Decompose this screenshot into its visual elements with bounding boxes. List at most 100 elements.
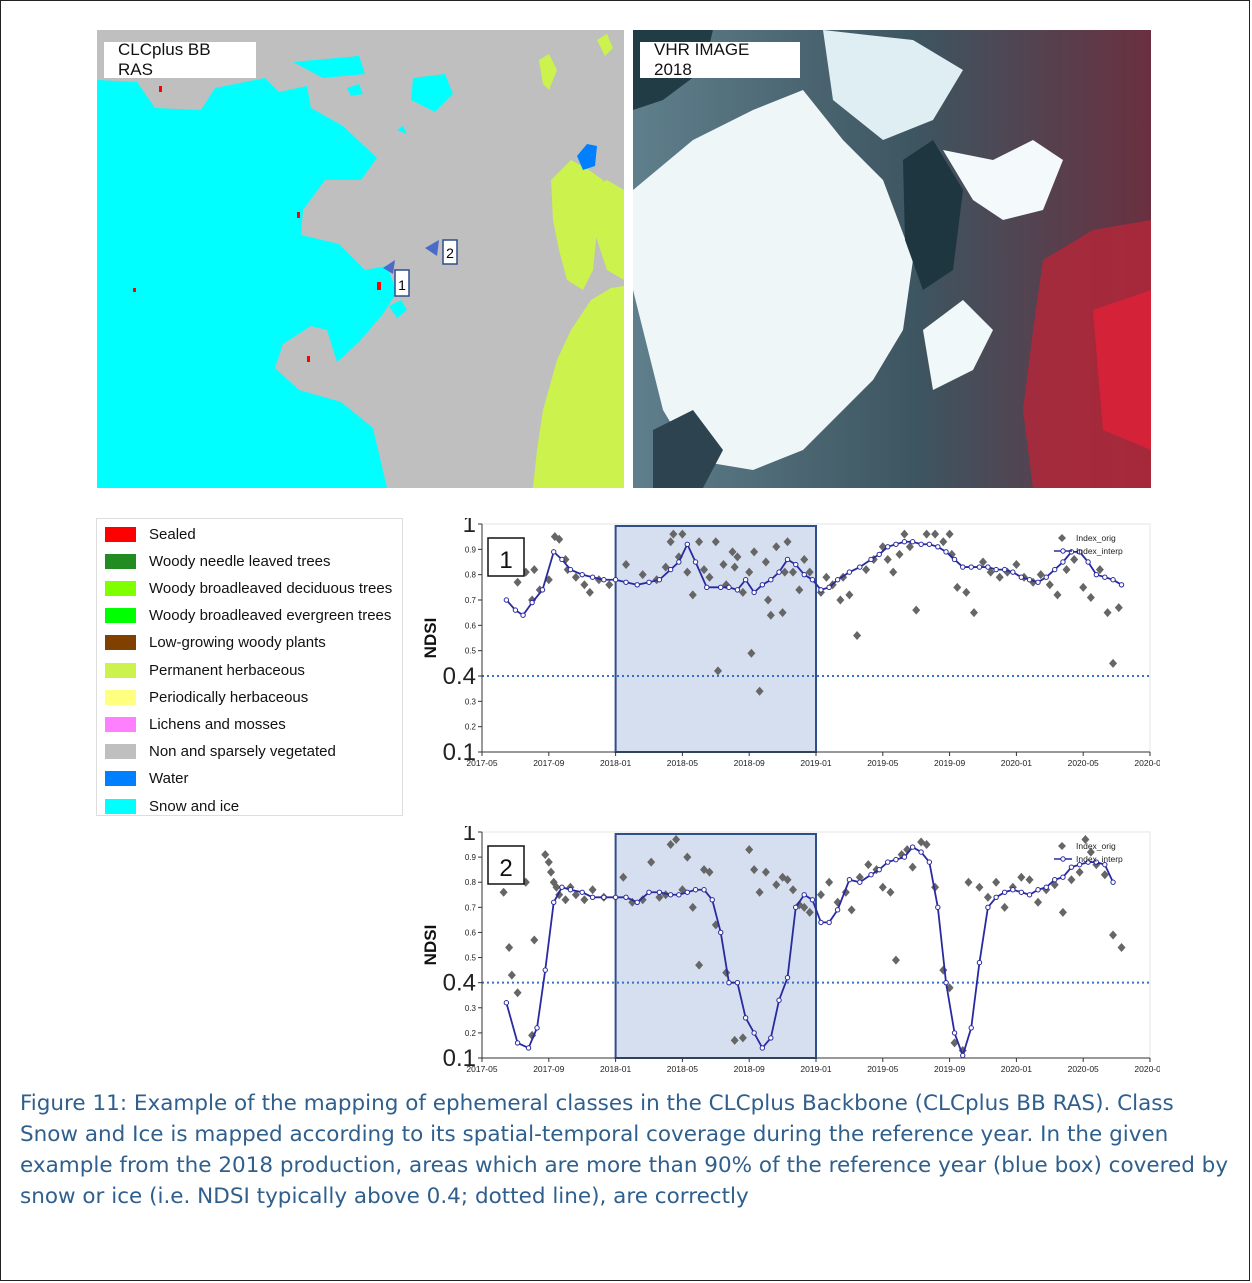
data-point-orig <box>1050 880 1059 890</box>
legend-swatch <box>105 798 136 814</box>
x-tick-label: 2020-05 <box>1068 758 1099 768</box>
y-tick-label: 1 <box>463 826 476 846</box>
y-tick-label: 0.2 <box>465 1029 477 1038</box>
data-point-interp <box>876 866 882 873</box>
data-point-orig <box>847 905 856 915</box>
snow-ice-region <box>389 300 407 318</box>
data-point-interp <box>960 564 966 570</box>
data-point-orig <box>992 877 1001 887</box>
data-point-orig <box>1079 582 1088 592</box>
data-point-orig <box>1086 847 1095 857</box>
data-point-interp <box>909 844 916 850</box>
data-point-orig <box>986 567 995 577</box>
data-point-interp <box>1035 579 1041 585</box>
data-point-interp <box>676 559 682 565</box>
y-tick-label: 0.3 <box>465 1004 477 1013</box>
data-point-interp <box>1076 861 1083 868</box>
y-tick-label: 0.5 <box>465 954 477 963</box>
data-point-interp <box>742 577 749 583</box>
legend-swatch <box>105 635 136 651</box>
x-tick-label: 2019-05 <box>867 1064 898 1074</box>
legend-label: Sealed <box>149 525 196 543</box>
data-point-interp <box>1076 549 1083 555</box>
data-point-orig <box>546 867 555 877</box>
legend-label: Non and sparsely vegetated <box>149 743 336 761</box>
data-point-interp <box>601 577 607 583</box>
data-point-orig <box>700 565 709 575</box>
data-point-orig <box>1114 603 1123 613</box>
data-point-interp <box>993 566 999 573</box>
x-tick-label: 2018-01 <box>600 758 631 768</box>
x-tick-label: 2018-05 <box>667 1064 698 1074</box>
data-point-interp <box>520 612 526 618</box>
data-point-interp <box>759 582 766 588</box>
data-point-orig <box>561 554 570 564</box>
data-point-interp <box>634 899 640 906</box>
data-point-orig <box>1017 872 1026 882</box>
data-point-orig <box>766 610 775 620</box>
data-point-interp <box>868 871 874 878</box>
x-tick-label: 2020-01 <box>1001 758 1032 768</box>
legend-swatch <box>105 580 136 596</box>
sealed-patch <box>159 86 162 92</box>
data-point-orig <box>900 529 909 539</box>
data-point-orig <box>761 557 770 567</box>
data-point-interp <box>503 597 510 603</box>
data-point-orig <box>1025 875 1034 885</box>
data-point-interp <box>1026 892 1033 898</box>
y-tick-label: 1 <box>463 518 476 538</box>
data-point-interp <box>985 564 991 570</box>
data-point-interp <box>951 556 958 563</box>
data-point-interp <box>885 544 891 550</box>
data-point-orig <box>728 547 737 557</box>
legend-label-interp: Index_interp <box>1076 546 1123 556</box>
y-tick-label: 0.9 <box>465 853 477 862</box>
data-point-orig <box>544 857 553 867</box>
data-point-interp <box>768 1035 774 1041</box>
data-point-orig <box>513 577 522 587</box>
x-tick-label: 2018-09 <box>734 1064 765 1074</box>
data-point-interp <box>784 974 791 981</box>
y-axis-label: NDSI <box>421 618 440 659</box>
snow-ice-region <box>411 74 453 112</box>
data-point-interp <box>589 894 596 900</box>
legend-item: Periodically herbaceous <box>105 686 308 708</box>
data-point-orig <box>1000 902 1009 912</box>
data-point-orig <box>889 567 898 577</box>
legend-item: Woody broadleaved deciduous trees <box>105 577 392 599</box>
legend-swatch <box>105 608 136 624</box>
data-point-interp <box>726 584 732 591</box>
data-point-orig <box>1053 590 1062 600</box>
data-point-orig <box>1012 560 1021 570</box>
y-tick-label: 0.2 <box>465 723 477 732</box>
data-point-interp <box>1110 577 1116 583</box>
data-point-orig <box>638 570 647 580</box>
data-point-orig <box>1109 658 1118 668</box>
legend-label: Permanent herbaceous <box>149 661 305 679</box>
data-point-orig <box>555 890 564 900</box>
data-point-interp <box>809 897 816 903</box>
legend-swatch <box>105 716 136 732</box>
data-point-orig <box>747 648 756 658</box>
legend-item: Low-growing woody plants <box>105 632 326 654</box>
data-point-orig <box>1034 897 1043 907</box>
data-point-interp <box>793 561 799 568</box>
x-tick-label: 2019-05 <box>867 758 898 768</box>
data-point-orig <box>975 882 984 892</box>
data-point-interp <box>876 551 882 558</box>
data-point-orig <box>883 554 892 564</box>
y-tick-label: 0.1 <box>443 739 476 766</box>
data-point-interp <box>826 584 832 591</box>
data-point-orig <box>705 867 714 877</box>
data-point-interp <box>943 979 949 986</box>
panel-label-box <box>487 537 525 577</box>
legend-label: Woody broadleaved evergreen trees <box>149 607 392 625</box>
data-point-orig <box>939 537 948 547</box>
data-point-interp <box>551 549 557 555</box>
x-tick-label: 2018-01 <box>600 1064 631 1074</box>
data-point-interp <box>993 894 999 900</box>
data-point-orig <box>1103 608 1112 618</box>
water-body <box>577 144 597 170</box>
data-point-interp <box>539 587 546 593</box>
data-point-interp <box>968 564 974 570</box>
